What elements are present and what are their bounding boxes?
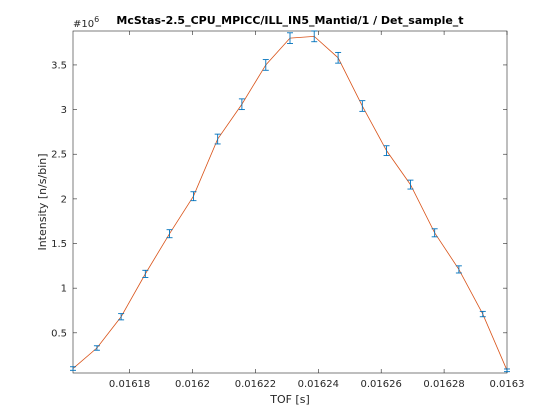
error-bar — [70, 366, 76, 371]
error-bar — [479, 310, 486, 318]
y-axis-ticks: 0.5 1 1.5 2 2.5 3 3.5 — [51, 60, 507, 339]
error-bar — [214, 133, 221, 145]
error-bar — [93, 345, 100, 351]
y-tick-label: 1.5 — [51, 239, 67, 250]
y-tick-label: 3.5 — [51, 60, 67, 71]
x-axis-ticks: 0.01618 0.0162 0.01622 0.01624 0.01626 0.0162… — [109, 31, 525, 390]
error-bar — [287, 32, 293, 44]
error-bar — [359, 100, 366, 112]
y-exponent-base: #10 — [73, 19, 94, 30]
error-bar — [262, 59, 269, 71]
error-bar — [407, 179, 414, 190]
x-axis-label: TOF [s] — [269, 393, 310, 406]
error-bar — [311, 30, 318, 43]
error-bar — [190, 191, 197, 202]
y-exponent-label: #106 — [73, 15, 99, 30]
x-tick-label: 0.01622 — [235, 379, 276, 390]
y-exponent-power: 6 — [94, 15, 99, 24]
error-bar — [455, 265, 462, 274]
y-tick-label: 2 — [61, 194, 67, 205]
chart-title: McStas-2.5_CPU_MPICC/ILL_IN5_Mantid/1 / … — [116, 14, 463, 27]
y-tick-label: 1 — [61, 284, 67, 295]
error-bar — [238, 98, 245, 111]
error-bars-group — [70, 30, 510, 373]
y-axis-label: Intensity [n/s/bin] — [36, 153, 49, 250]
x-tick-label: 0.01626 — [361, 379, 402, 390]
error-bar — [504, 368, 510, 373]
error-bar — [142, 269, 149, 278]
x-tick-label: 0.01624 — [298, 379, 339, 390]
x-tick-label: 0.0163 — [490, 379, 525, 390]
plot-area — [72, 30, 508, 374]
x-tick-label: 0.0162 — [175, 379, 210, 390]
error-bar — [118, 313, 125, 321]
error-bar — [383, 145, 390, 157]
x-tick-label: 0.01628 — [423, 379, 464, 390]
y-tick-label: 0.5 — [51, 328, 67, 339]
x-tick-label: 0.01618 — [109, 379, 150, 390]
error-bar — [335, 51, 342, 64]
y-tick-label: 3 — [61, 105, 67, 116]
error-bar — [431, 228, 438, 238]
error-bar — [166, 229, 173, 239]
y-tick-label: 2.5 — [51, 150, 67, 161]
